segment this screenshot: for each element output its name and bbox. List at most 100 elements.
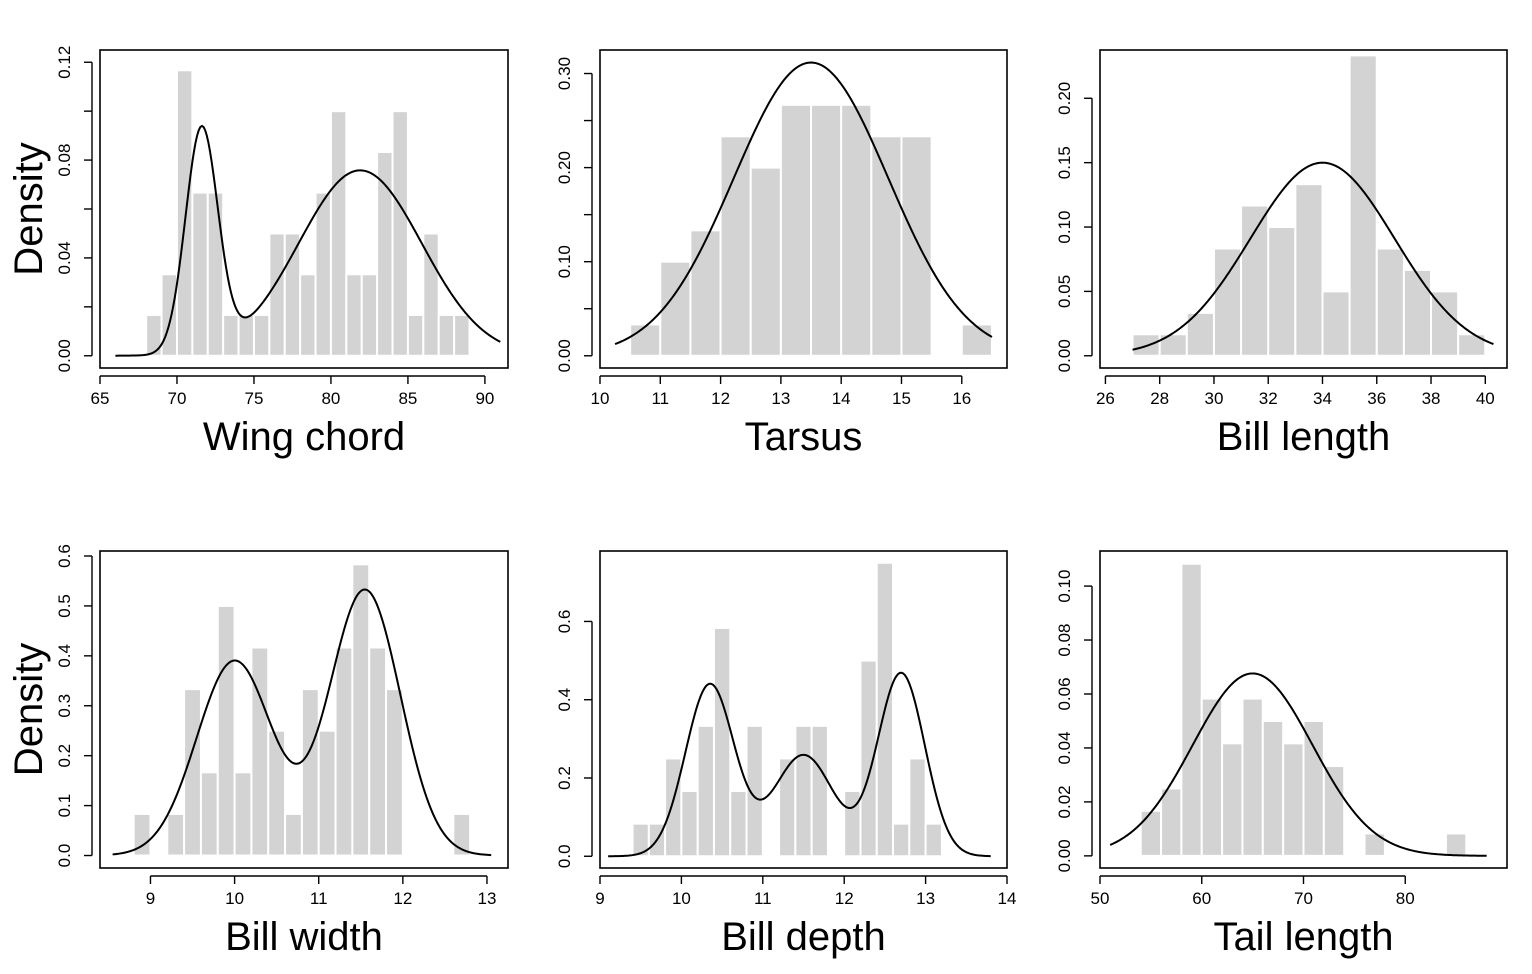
histogram-bar — [1348, 54, 1378, 357]
plot-frame — [599, 49, 1008, 369]
histogram-bar — [1444, 832, 1468, 857]
histogram-bar — [283, 232, 302, 357]
x-axis-title: Tarsus — [745, 415, 863, 459]
plot-frame — [599, 550, 1008, 869]
histogram-bar — [859, 659, 878, 858]
histogram-bar — [175, 69, 194, 357]
x-axis-title: Bill length — [1217, 415, 1390, 459]
y-tick-label: 0.5 — [55, 594, 74, 618]
x-tick-label: 32 — [1259, 389, 1278, 408]
x-tick-label: 15 — [892, 389, 911, 408]
plot-frame — [1099, 49, 1508, 369]
histogram-panel-3: 26 28 30 32 34 36 38 40 Bill length 0.00 0.05 0.10 0… — [1055, 49, 1508, 459]
histogram-bar — [810, 724, 829, 858]
x-tick-label: 60 — [1192, 889, 1211, 908]
x-tick-label: 70 — [1294, 889, 1313, 908]
histogram-bar — [810, 103, 843, 357]
histogram-bar — [183, 688, 202, 857]
histogram-bar — [368, 646, 388, 857]
histogram-bar — [1160, 787, 1183, 857]
histogram-bar — [250, 646, 270, 857]
histogram-bar — [376, 151, 394, 357]
histogram-bar — [870, 135, 903, 357]
histogram-bar — [924, 822, 943, 858]
histogram-bar — [1180, 562, 1203, 857]
y-tick-label: 0.10 — [1055, 570, 1074, 603]
histogram-bar — [237, 313, 255, 357]
y-tick-label: 0.00 — [555, 339, 574, 372]
x-tick-label: 26 — [1096, 389, 1115, 408]
x-tick-label: 28 — [1150, 389, 1169, 408]
histogram-bar — [779, 103, 813, 357]
histogram-bar — [749, 166, 782, 357]
x-axis-title: Bill width — [225, 915, 383, 959]
histogram-bar — [1321, 290, 1351, 357]
y-tick-label: 0.2 — [55, 744, 74, 768]
histogram-bar — [629, 323, 662, 357]
histogram-bar — [960, 323, 993, 357]
histogram-bar — [267, 729, 287, 857]
x-axis-title: Wing chord — [203, 415, 405, 459]
histogram-bar — [385, 688, 404, 857]
x-tick-label: 34 — [1313, 389, 1332, 408]
y-tick-label: 0.20 — [1055, 82, 1074, 115]
histogram-bar — [1402, 268, 1433, 357]
x-tick-label: 9 — [146, 889, 155, 908]
histogram-bar — [689, 229, 722, 357]
x-tick-label: 65 — [91, 389, 110, 408]
x-tick-label: 11 — [651, 389, 669, 408]
histogram-bar — [391, 110, 409, 357]
histogram-bar — [1294, 183, 1324, 357]
histogram-bar — [284, 812, 303, 857]
histogram-bar — [1221, 742, 1244, 857]
x-tick-label: 9 — [595, 889, 604, 908]
histogram-bar — [334, 646, 354, 857]
x-tick-label: 30 — [1204, 389, 1223, 408]
y-tick-label: 0.4 — [555, 688, 574, 712]
histogram-bar — [199, 771, 219, 857]
histogram-bar — [233, 771, 253, 857]
density-curve — [112, 588, 492, 857]
y-tick-label: 0.06 — [1055, 677, 1074, 710]
x-tick-label: 11 — [754, 889, 772, 908]
plot-frame — [99, 49, 509, 369]
y-tick-label: 0.3 — [55, 694, 74, 718]
histogram-bar — [191, 191, 209, 357]
histogram-bar — [1212, 247, 1243, 357]
histogram-bar — [160, 273, 178, 357]
histogram-bar — [900, 135, 933, 357]
y-tick-label: 0.6 — [555, 610, 574, 634]
histogram-bar — [1240, 204, 1270, 357]
histogram-bar — [778, 757, 797, 858]
histogram-bar — [329, 110, 348, 357]
histogram-panel-5: 9 10 11 12 13 14 Bill depth 0.0 0.2 0.4 0.6 — [555, 550, 1016, 959]
histogram-bar — [1139, 809, 1163, 857]
histogram-panel-4: 9 10 11 12 13 Bill width 0.0 0.1 0.2 0.3 0.4 0.5 0.6… — [7, 544, 509, 959]
x-tick-label: 80 — [321, 389, 340, 408]
histogram-bar — [729, 790, 748, 858]
y-tick-label: 0.10 — [555, 245, 574, 278]
y-tick-label: 0.08 — [1055, 623, 1074, 656]
y-tick-label: 0.00 — [1055, 839, 1074, 872]
histogram-bar — [453, 313, 471, 357]
y-tick-label: 0.2 — [555, 766, 574, 790]
histogram-bar — [317, 729, 337, 857]
histogram-bar — [908, 757, 927, 858]
histogram-bar — [1457, 333, 1487, 357]
y-tick-label: 0.02 — [1055, 785, 1074, 818]
histogram-bar — [892, 822, 911, 858]
histogram-bar — [222, 313, 240, 357]
x-tick-label: 85 — [398, 389, 417, 408]
x-tick-label: 90 — [475, 389, 494, 408]
histogram-bar — [1282, 742, 1305, 857]
x-axis-title: Tail length — [1213, 915, 1393, 959]
x-tick-label: 13 — [478, 889, 497, 908]
y-tick-label: 0.05 — [1055, 275, 1074, 308]
histogram-bar — [300, 688, 320, 857]
x-tick-label: 14 — [832, 389, 851, 408]
histogram-bar — [794, 724, 813, 858]
density-curve — [614, 61, 993, 346]
x-tick-label: 50 — [1091, 889, 1110, 908]
x-tick-label: 12 — [711, 389, 730, 408]
